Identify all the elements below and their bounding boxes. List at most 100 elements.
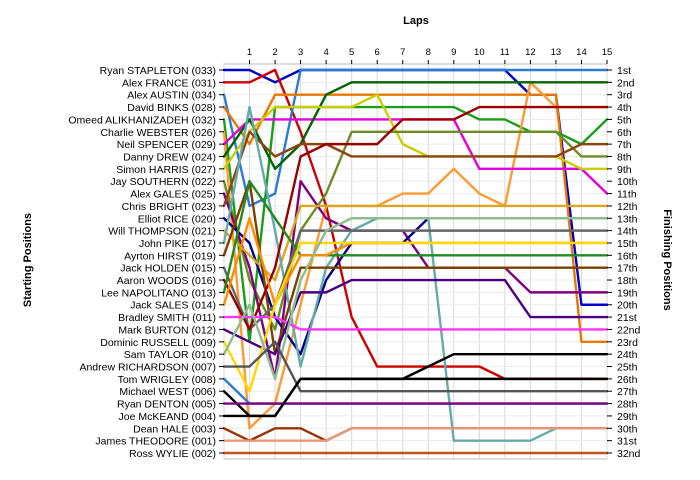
finish-position-label: 20th: [617, 300, 638, 312]
lap-tick-label: 4: [323, 47, 328, 58]
start-position-label: Jack HOLDEN (015): [120, 263, 216, 275]
series-line: [222, 204, 609, 282]
start-position-label: Charlie WEBSTER (026): [100, 127, 216, 139]
finish-position-label: 12th: [617, 201, 638, 213]
finish-position-label: 31st: [617, 436, 637, 448]
finish-position-label: 10th: [617, 176, 638, 188]
finish-position-label: 21st: [617, 312, 637, 324]
lap-tick-label: 5: [349, 47, 354, 58]
finish-position-label: 30th: [617, 423, 638, 435]
finish-position-label: 1st: [617, 65, 631, 77]
start-position-label: Sam TAYLOR (010): [124, 349, 216, 361]
lap-tick-label: 8: [426, 47, 431, 58]
series-line: [222, 130, 609, 208]
lap-tick-label: 14: [576, 47, 587, 58]
finish-position-label: 22nd: [617, 324, 641, 336]
finish-position-label: 16th: [617, 250, 638, 262]
start-position-label: Dominic RUSSELL (009): [100, 337, 216, 349]
start-position-label: Ross WYLIE (002): [129, 448, 216, 460]
series-line: [222, 229, 609, 331]
series-lines: [222, 68, 609, 455]
finish-position-label: 14th: [617, 226, 638, 238]
start-position-label: Andrew RICHARDSON (007): [79, 362, 216, 374]
start-position-label: Omeed ALIKHANIZADEH (032): [68, 114, 216, 126]
chart-title: Laps: [403, 15, 429, 27]
lap-tick-label: 7: [400, 47, 405, 58]
finish-position-label: 9th: [617, 164, 632, 176]
finish-position-label: 32nd: [617, 448, 641, 460]
start-position-label: Tom WRIGLEY (008): [118, 374, 216, 386]
start-position-label: Ryan STAPLETON (033): [100, 65, 216, 77]
series-line: [222, 377, 609, 418]
series-line: [222, 340, 609, 393]
series-line: [222, 81, 609, 171]
start-position-label: Bradley SMITH (011): [118, 312, 216, 324]
finish-position-label: 2nd: [617, 77, 635, 89]
finish-position-label: 3rd: [617, 90, 632, 102]
start-position-label: Joe McKEAND (004): [119, 411, 216, 423]
finish-position-label: 25th: [617, 362, 638, 374]
start-position-label: Simon HARRIS (027): [116, 164, 216, 176]
finish-position-label: 6th: [617, 127, 632, 139]
start-position-label: Mark BURTON (012): [118, 324, 216, 336]
start-position-label: Jack SALES (014): [130, 300, 216, 312]
series-line: [222, 179, 609, 356]
series-line: [222, 68, 609, 208]
lap-tick-label: 2: [272, 47, 277, 58]
y-axis-right-title: Finishing Positions: [661, 209, 673, 310]
start-position-label: Michael WEST (006): [119, 386, 216, 398]
start-position-label: Danny DREW (024): [123, 151, 216, 163]
start-position-label: Elliot RICE (020): [138, 213, 216, 225]
start-position-label: Ryan DENTON (005): [117, 399, 216, 411]
series-line: [222, 427, 609, 442]
start-position-label: Will THOMPSON (021): [108, 226, 216, 238]
lap-tick-label: 1: [247, 47, 252, 58]
finish-position-label: 4th: [617, 102, 632, 114]
series-line: [222, 81, 609, 430]
series-line: [222, 217, 609, 381]
finish-position-label: 24th: [617, 349, 638, 361]
lap-tick-label: 6: [375, 47, 380, 58]
lap-tick-label: 9: [451, 47, 456, 58]
lap-tick-label: 11: [500, 47, 510, 58]
start-position-label: Neil SPENCER (029): [117, 139, 216, 151]
series-line: [222, 241, 609, 393]
finish-position-label: 17th: [617, 263, 638, 275]
finish-position-label: 29th: [617, 411, 638, 423]
start-position-label: James THEODORE (001): [95, 436, 216, 448]
start-position-label: Aaron WOODS (016): [117, 275, 216, 287]
start-position-label: Jay SOUTHERN (022): [110, 176, 216, 188]
finish-position-label: 27th: [617, 386, 638, 398]
start-position-label: Lee NAPOLITANO (013): [101, 287, 216, 299]
lap-tick-label: 15: [602, 47, 613, 58]
finish-position-label: 15th: [617, 238, 638, 250]
finish-position-label: 19th: [617, 287, 638, 299]
finish-position-label: 28th: [617, 399, 638, 411]
start-position-label: Alex AUSTIN (034): [127, 90, 216, 102]
start-position-label: Alex GALES (025): [130, 189, 216, 201]
finish-position-label: 13th: [617, 213, 638, 225]
start-position-label: John PIKE (017): [139, 238, 216, 250]
finish-position-label: 5th: [617, 114, 632, 126]
lap-tick-label: 3: [298, 47, 303, 58]
start-position-label: David BINKS (028): [127, 102, 216, 114]
start-position-label: Chris BRIGHT (023): [122, 201, 216, 213]
start-position-label: Alex FRANCE (031): [122, 77, 216, 89]
finish-position-label: 7th: [617, 139, 632, 151]
series-line: [222, 179, 609, 294]
series-line: [222, 105, 609, 331]
finish-position-label: 18th: [617, 275, 638, 287]
y-axis-left-title: Starting Positions: [22, 213, 34, 307]
lap-tick-label: 10: [474, 47, 485, 58]
lap-tick-label: 13: [551, 47, 562, 58]
finish-position-label: 23rd: [617, 337, 638, 349]
finish-position-label: 26th: [617, 374, 638, 386]
finish-position-label: 11th: [617, 189, 637, 201]
series-line: [222, 278, 609, 356]
start-position-label: Ayrton HIRST (019): [124, 250, 216, 262]
finish-position-label: 8th: [617, 151, 632, 163]
lap-tick-label: 12: [525, 47, 536, 58]
start-position-label: Dean HALE (003): [133, 423, 216, 435]
